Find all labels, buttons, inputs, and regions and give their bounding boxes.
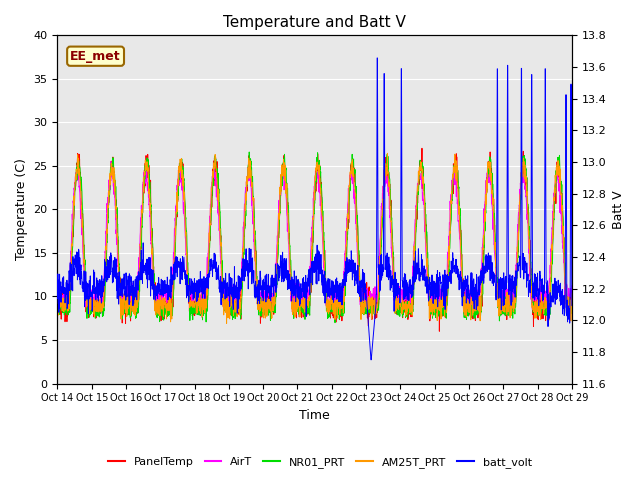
Legend: PanelTemp, AirT, NR01_PRT, AM25T_PRT, batt_volt: PanelTemp, AirT, NR01_PRT, AM25T_PRT, ba… (104, 452, 536, 472)
Y-axis label: Temperature (C): Temperature (C) (15, 158, 28, 260)
X-axis label: Time: Time (300, 409, 330, 422)
Y-axis label: Batt V: Batt V (612, 190, 625, 229)
Title: Temperature and Batt V: Temperature and Batt V (223, 15, 406, 30)
Text: EE_met: EE_met (70, 50, 121, 63)
